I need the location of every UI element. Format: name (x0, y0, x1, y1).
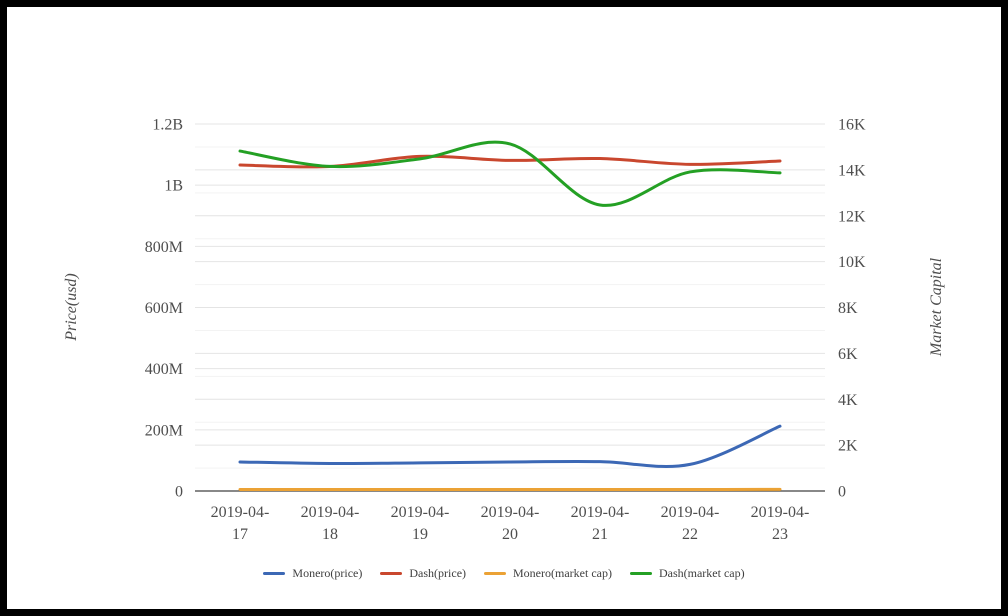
right-axis-tick-label: 10K (838, 254, 866, 271)
series-line-1 (238, 424, 782, 468)
left-axis-tick-label: 600M (145, 300, 183, 317)
left-axis-tick-label: 800M (145, 239, 183, 256)
right-axis-tick-label: 6K (838, 346, 858, 363)
legend-label: Monero(price) (292, 565, 363, 580)
legend-label: Dash(price) (409, 565, 467, 580)
right-axis-tick-label: 8K (838, 300, 858, 317)
x-axis-tick-label: 2019-04-17 (211, 504, 270, 543)
x-axis-tick-label: 2019-04-22 (661, 504, 720, 543)
legend-swatch (263, 571, 286, 575)
x-axis-tick-label: 2019-04-20 (481, 504, 540, 543)
chart-legend: Monero(price) Dash(price) Monero(market ca… (0, 565, 1008, 581)
right-axis-title: Market Capital (928, 257, 945, 357)
legend-item[interactable]: Dash(price) (380, 566, 466, 581)
left-axis-tick-label: 1B (164, 178, 183, 195)
right-axis-tick-label: 14K (838, 162, 866, 179)
left-axis-tick-label: 0 (175, 484, 183, 501)
right-axis-tick-label: 2K (838, 438, 858, 455)
legend-item[interactable]: Monero(price) (263, 566, 362, 581)
series-line-4 (238, 140, 782, 207)
legend-item[interactable]: Dash(market cap) (629, 565, 745, 581)
gridlines (195, 123, 825, 492)
left-axis-title: Price(usd) (63, 273, 80, 341)
legend-label: Monero(market cap) (513, 565, 612, 580)
legend-swatch (484, 571, 507, 575)
legend-item[interactable]: Monero(market cap) (484, 566, 612, 581)
right-axis-tick-label: 12K (838, 208, 866, 225)
x-axis-tick-label: 2019-04-18 (301, 504, 360, 543)
legend-label: Dash(market cap) (658, 565, 745, 580)
left-axis-tick-label: 400M (145, 361, 183, 378)
x-axis-tick-label: 2019-04-19 (391, 504, 450, 543)
right-axis-tick-label: 0 (838, 484, 846, 501)
axis-tick-labels: 0 200M 400M 600M 800M 1B 1.2B 0 2K 4K 6K 8K 10K 12K 14… (145, 117, 866, 544)
right-axis-tick-label: 16K (838, 117, 866, 134)
legend-swatch (629, 571, 652, 575)
left-axis-tick-label: 1.2B (152, 117, 183, 134)
left-axis-tick-label: 200M (145, 422, 183, 439)
right-axis-tick-label: 4K (838, 392, 858, 409)
x-axis-tick-label: 2019-04-23 (751, 504, 810, 543)
legend-swatch (380, 571, 403, 575)
x-axis-tick-label: 2019-04-21 (571, 504, 630, 543)
